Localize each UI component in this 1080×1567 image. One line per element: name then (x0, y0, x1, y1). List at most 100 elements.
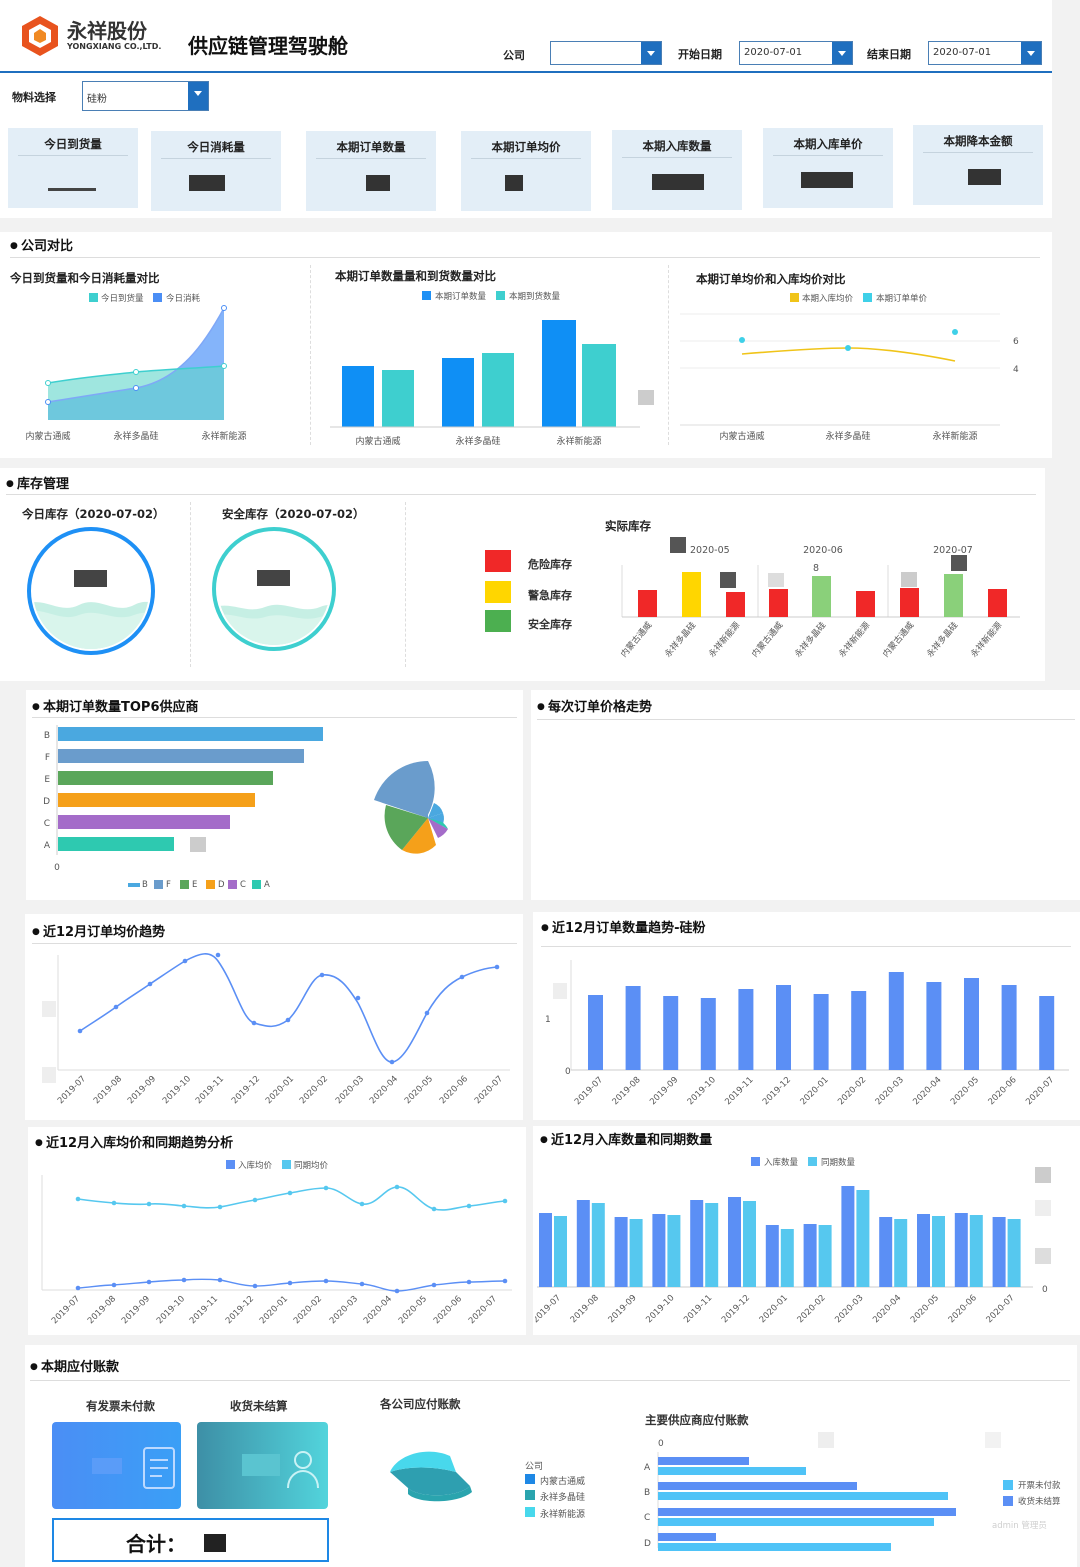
pie-slice-d (428, 818, 448, 838)
material-select[interactable]: 硅粉 (82, 81, 209, 111)
pie-slice (390, 1451, 456, 1472)
supplier-payables-title: 主要供应商应付账款 (645, 1413, 749, 1427)
bar (625, 986, 641, 1070)
today-inventory-gauge (27, 527, 155, 655)
divider (190, 502, 191, 667)
chart-price-compare: 本期入库均价 本期订单单价 6 4 内蒙古通威 永祥多晶硅 永祥新能源 (680, 293, 1019, 442)
end-date-picker[interactable]: 2020-07-01 (928, 41, 1042, 65)
start-date-label: 开始日期 (678, 48, 722, 61)
invoiced-unpaid-card (52, 1422, 181, 1509)
supplier-payables-chart: 0 A B C D 开票未付款 收货未结算 admin 管理员 (644, 1432, 1061, 1551)
bar (812, 576, 831, 617)
x-tick-label: 2020-07 (1024, 1075, 1056, 1107)
redacted-block (42, 1001, 56, 1017)
x-tick-label: 2020-06 (947, 1293, 979, 1325)
bar (342, 366, 374, 427)
end-date-label: 结束日期 (867, 48, 911, 61)
legend-label: 永祥新能源 (540, 1510, 586, 1520)
y-tick-label: D (644, 1539, 651, 1549)
divider (310, 265, 311, 445)
bar (442, 358, 474, 427)
month-label: 2020-05 (690, 545, 730, 556)
redacted-block (768, 573, 784, 587)
legend-swatch (252, 880, 261, 889)
bar (813, 994, 829, 1070)
bar (542, 320, 576, 427)
bar (58, 727, 323, 741)
start-date-picker[interactable]: 2020-07-01 (739, 41, 853, 65)
bar (954, 1213, 968, 1287)
data-point (952, 329, 958, 335)
y-tick-label: B (644, 1488, 650, 1498)
legend-label: C (240, 880, 246, 890)
chart-title-arrival-consumption: 今日到货量和今日消耗量对比 (10, 271, 160, 285)
x-tick-labels: 2019-07 2019-08 2019-09 2019-10 2019-11 2019-… (535, 1293, 1017, 1325)
x-tick-label: 2019-11 (682, 1293, 714, 1325)
legend-label: 同期均价 (294, 1160, 329, 1171)
bar (803, 1224, 817, 1287)
legend-label-safe: 安全库存 (528, 618, 572, 631)
x-tick-label: 2020-05 (909, 1293, 941, 1325)
chart-title-order-arrival: 本期订单数量量和到货数量对比 (335, 269, 496, 283)
x-tick-label: 2019-08 (92, 1074, 124, 1106)
kpi-value-redacted (189, 175, 225, 191)
bar (682, 572, 701, 617)
y-tick-label: C (644, 1513, 650, 1523)
card1-title: 有发票未付款 (86, 1399, 155, 1413)
company-select[interactable] (550, 41, 662, 65)
x-tick-label: 永祥新能源 (932, 430, 977, 442)
x-tick-label: 永祥新能源 (556, 435, 601, 447)
x-tick-label: 2020-02 (796, 1293, 828, 1325)
redacted-block (190, 837, 206, 852)
bar (894, 1219, 908, 1287)
bar (769, 589, 788, 617)
data-point (45, 380, 51, 386)
legend-label: 同期数量 (821, 1157, 856, 1168)
bar (658, 1533, 716, 1541)
bar (658, 1482, 857, 1490)
x-tick-label: 2019-12 (761, 1075, 793, 1107)
section-divider (6, 494, 1036, 495)
safe-inventory-title: 安全库存（2020-07-02） (222, 507, 365, 521)
bar (743, 1201, 756, 1287)
bars (588, 972, 1055, 1070)
bar (1007, 1219, 1021, 1287)
x-tick-label: 永祥新能源 (969, 619, 1005, 659)
x-tick-label: 2019-12 (224, 1294, 256, 1326)
data-point (221, 305, 227, 311)
x-tick-label: 2020-02 (298, 1074, 330, 1106)
chevron-down-icon[interactable] (641, 42, 661, 64)
bar (738, 989, 754, 1070)
x-tick-label: 2019-08 (611, 1075, 643, 1107)
x-tick-label: 永祥多晶硅 (793, 619, 829, 659)
y-tick-label: 1 (545, 1015, 551, 1025)
redacted-block (951, 555, 967, 571)
chevron-down-icon[interactable] (1021, 42, 1041, 64)
chevron-down-icon[interactable] (188, 82, 208, 110)
kpi-card-inbound-qty: 本期入库数量 (612, 130, 742, 210)
avg12-panel (25, 914, 523, 1120)
bar (658, 1543, 891, 1551)
x-tick-label: 2019-10 (161, 1074, 193, 1106)
pie-slice (390, 1467, 470, 1496)
legend-swatch (154, 880, 163, 889)
legend-swatch-safe (485, 610, 511, 632)
x-tick-label: 2020-04 (362, 1294, 394, 1326)
bar (576, 1200, 590, 1287)
chevron-down-icon[interactable] (832, 42, 852, 64)
legend-swatch (1003, 1480, 1013, 1490)
x-tick-label: 2020-05 (949, 1075, 981, 1107)
chart-order-arrival: 本期订单数量 本期到货数量 内蒙古通威 永祥多晶硅 永祥新能源 (330, 291, 654, 447)
kpi-value-redacted (801, 172, 853, 188)
x-tick-label: 2020-03 (833, 1293, 865, 1325)
x-tick-label: 内蒙古通威 (750, 619, 786, 659)
total-value-redacted (204, 1534, 226, 1552)
x-tick-label: 2019-08 (569, 1293, 601, 1325)
bars (539, 1186, 1021, 1287)
x-tick-label: 2020-03 (328, 1294, 360, 1326)
redacted-block (670, 537, 686, 553)
x-tick-label: 内蒙古通威 (881, 619, 917, 659)
y-tick-label: D (43, 797, 50, 807)
x-tick-labels: 2019-07 2019-08 2019-09 2019-10 2019-11 2019-… (573, 1075, 1056, 1107)
section-divider (10, 257, 1040, 258)
